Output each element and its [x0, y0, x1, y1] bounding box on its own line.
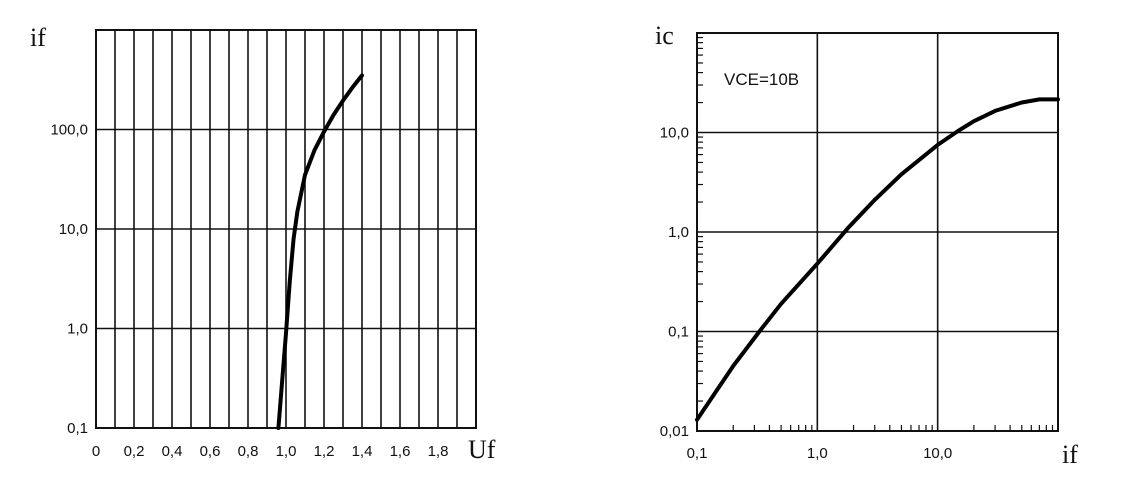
left-y-tick-label: 100,0	[50, 122, 88, 139]
right-series-line	[695, 97, 1060, 422]
left-x-tick-labels: 0 0,2 0,4 0,6 0,8 1,0 1,2 1,4 1,6 1,8	[92, 443, 449, 460]
left-x-tick-label: 0,6	[200, 443, 221, 460]
left-x-tick-label: 1,4	[352, 443, 373, 460]
left-y-tick-label: 0,1	[67, 420, 88, 437]
right-y-tick-label: 10,0	[660, 125, 689, 142]
right-minor-ticks	[697, 36, 1054, 431]
right-y-tick-label: 0,01	[660, 423, 689, 440]
right-x-tick-labels: 0,1 1,0 10,0	[687, 445, 953, 462]
left-x-tick-label: 0,8	[238, 443, 259, 460]
left-x-tick-label: 0,4	[162, 443, 183, 460]
right-y-tick-label: 1,0	[668, 224, 689, 241]
left-x-tick-label: 1,8	[428, 443, 449, 460]
left-x-tick-label: 1,6	[390, 443, 411, 460]
left-y-tick-label: 1,0	[67, 321, 88, 338]
left-grid	[95, 29, 477, 429]
left-x-tick-label: 1,0	[276, 443, 297, 460]
right-y-tick-labels: 0,01 0,1 1,0 10,0	[660, 125, 689, 441]
left-x-tick-label: 0,2	[124, 443, 145, 460]
left-series-line	[276, 73, 364, 430]
chart-forward-characteristic: 0 0,2 0,4 0,6 0,8 1,0 1,2 1,4 1,6 1,8 0,1 1,0 10,0 1…	[30, 23, 496, 464]
left-y-tick-labels: 0,1 1,0 10,0 100,0	[50, 122, 88, 438]
right-x-axis-label: if	[1062, 440, 1078, 469]
left-x-tick-label: 1,2	[314, 443, 335, 460]
left-y-tick-label: 10,0	[59, 221, 88, 238]
left-y-axis-label: if	[30, 23, 46, 52]
right-x-tick-label: 0,1	[687, 445, 708, 462]
right-x-tick-label: 10,0	[923, 445, 952, 462]
left-x-tick-label: 0	[92, 443, 100, 460]
right-x-tick-label: 1,0	[807, 445, 828, 462]
right-y-tick-label: 0,1	[668, 324, 689, 341]
chart-transfer-characteristic: 0,1 1,0 10,0 0,01 0,1 1,0 10,0 ic if VCE=10B	[655, 21, 1078, 469]
right-grid	[696, 32, 1059, 432]
vce-annotation: VCE=10B	[724, 70, 799, 89]
left-x-axis-label: Uf	[468, 435, 496, 464]
right-y-axis-label: ic	[655, 21, 674, 50]
